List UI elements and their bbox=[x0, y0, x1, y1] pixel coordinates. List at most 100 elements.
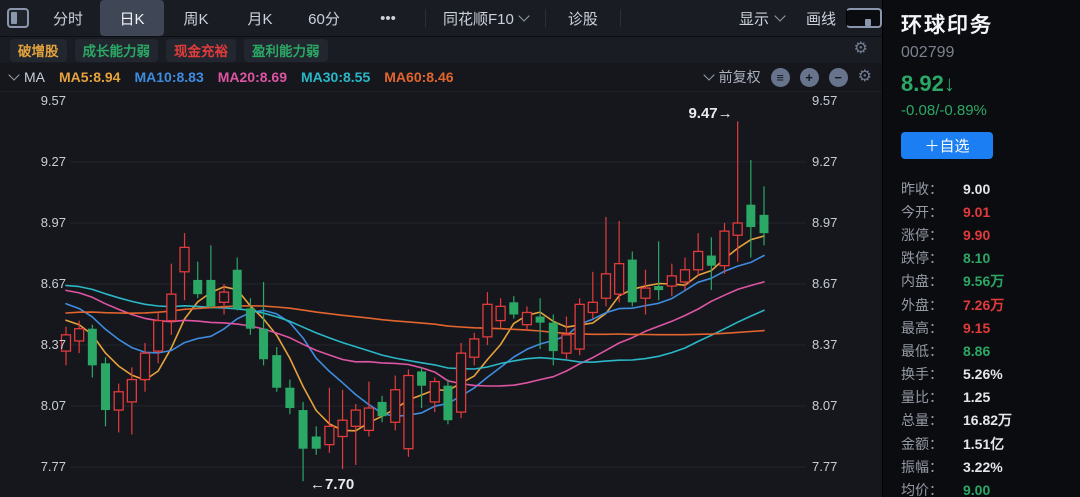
stat-row: 换手： 5.26% bbox=[901, 363, 1080, 386]
panel-collapse-right-icon[interactable] bbox=[846, 8, 882, 28]
price-annotation-1: ←7.70 bbox=[310, 476, 355, 494]
panel-icon-bar bbox=[11, 12, 17, 24]
separator bbox=[425, 9, 426, 27]
stat-value: 9.00 bbox=[963, 482, 991, 497]
ma-item-2: MA20:8.69 bbox=[217, 69, 287, 85]
stat-value: 9.01 bbox=[963, 203, 991, 220]
stat-value: 8.86 bbox=[963, 342, 991, 359]
action-0[interactable]: 显示 bbox=[738, 8, 786, 29]
zoom-out-button[interactable]: − bbox=[828, 67, 848, 87]
stat-label: 内盘： bbox=[901, 273, 943, 290]
adjust-mode-label: 前复权 bbox=[718, 69, 761, 85]
stat-row: 内盘： 9.56万 bbox=[901, 270, 1080, 293]
stat-label: 金额： bbox=[901, 435, 943, 452]
stat-row: 今开： 9.01 bbox=[901, 200, 1080, 223]
tab-6[interactable]: 同花顺F10 bbox=[431, 0, 540, 36]
stat-label: 量比： bbox=[901, 389, 943, 406]
kline-chart-svg[interactable] bbox=[0, 91, 882, 497]
tag-0[interactable]: 破增股 bbox=[10, 38, 67, 62]
stat-label: 最低： bbox=[901, 342, 943, 359]
chevron-down-icon bbox=[774, 10, 786, 22]
chart-settings-gear-icon[interactable]: ⚙ bbox=[857, 68, 872, 85]
quote-panel: 环球印务 002799 8.92↓ -0.08/-0.89% ＋自选 昨收： 9.… bbox=[882, 0, 1080, 497]
add-watchlist-button[interactable]: ＋自选 bbox=[901, 132, 993, 159]
tab-2[interactable]: 周K bbox=[164, 0, 228, 36]
ma-group-toggle[interactable]: MA bbox=[8, 69, 45, 85]
stat-label: 今开： bbox=[901, 203, 943, 220]
topbar-actions: 显示 画线 bbox=[739, 8, 836, 29]
ma-item-0: MA5:8.94 bbox=[59, 69, 121, 85]
stat-value: 8.10 bbox=[963, 250, 991, 267]
axis-tick-l: 9.27 bbox=[40, 154, 66, 169]
stat-value: 3.22% bbox=[963, 458, 1003, 475]
axis-tick-l: 8.67 bbox=[40, 276, 66, 291]
panel-icon-bar bbox=[865, 19, 871, 26]
axis-tick-r: 8.37 bbox=[812, 337, 838, 352]
stat-row: 跌停： 8.10 bbox=[901, 247, 1080, 270]
adjust-mode-dropdown[interactable]: 前复权 bbox=[702, 67, 761, 87]
tagbar-gear-icon[interactable]: ⚙ bbox=[853, 40, 868, 57]
stat-label: 涨停： bbox=[901, 226, 943, 243]
panel-collapse-left-icon[interactable] bbox=[7, 8, 29, 28]
tab-1[interactable]: 日K bbox=[100, 0, 164, 36]
topbar: 分时 日K 周K 月K 60分 ••• 同花顺F10 诊股 显示 画线 bbox=[0, 0, 882, 37]
stat-label: 昨收： bbox=[901, 180, 943, 197]
ma-item-3: MA30:8.55 bbox=[301, 69, 371, 85]
axis-tick-r: 9.27 bbox=[812, 154, 838, 169]
chevron-down-icon bbox=[702, 69, 715, 81]
stat-value: 1.25 bbox=[963, 389, 991, 406]
axis-tick-l: 7.77 bbox=[40, 459, 66, 474]
stat-row: 昨收： 9.00 bbox=[901, 177, 1080, 200]
tab-label: 分时 bbox=[52, 10, 83, 28]
axis-tick-r: 9.57 bbox=[812, 93, 838, 108]
tab-label: 周K bbox=[183, 10, 209, 28]
compress-view-button[interactable]: ≡ bbox=[770, 67, 790, 87]
stat-label: 总量： bbox=[901, 412, 943, 429]
tab-5[interactable]: ••• bbox=[356, 0, 420, 36]
separator bbox=[544, 9, 546, 27]
tag-2[interactable]: 现金充裕 bbox=[166, 38, 236, 62]
stat-row: 金额： 1.51亿 bbox=[901, 432, 1080, 455]
stat-row: 量比： 1.25 bbox=[901, 386, 1080, 409]
tag-3[interactable]: 盈利能力弱 bbox=[244, 38, 328, 62]
tab-4[interactable]: 60分 bbox=[292, 0, 356, 36]
action-label: 显示 bbox=[738, 10, 769, 28]
stat-label: 换手： bbox=[901, 366, 943, 383]
axis-tick-r: 8.67 bbox=[812, 276, 838, 291]
tab-label: ••• bbox=[380, 9, 396, 27]
ma-items: MA5:8.94 MA10:8.83 MA20:8.69 MA30:8.55 MA60:… bbox=[59, 69, 454, 85]
left-icon-cell bbox=[0, 8, 36, 28]
tab-3[interactable]: 月K bbox=[228, 0, 292, 36]
tab-7[interactable]: 诊股 bbox=[551, 0, 615, 36]
chart-region: MA MA5:8.94 MA10:8.83 MA20:8.69 MA30:8.55 MA… bbox=[0, 63, 882, 497]
stat-label: 均价： bbox=[901, 482, 943, 497]
stat-value: 9.00 bbox=[963, 180, 991, 197]
tag-1[interactable]: 成长能力弱 bbox=[74, 38, 158, 62]
stat-value: 1.51亿 bbox=[963, 435, 1005, 452]
price-change: -0.08/-0.89% bbox=[901, 102, 987, 119]
ma-indicator-row: MA MA5:8.94 MA10:8.83 MA20:8.69 MA30:8.55 MA… bbox=[0, 63, 882, 92]
quote-stats: 昨收： 9.00 今开： 9.01 涨停： 9.90 跌停： 8.10 内盘： 9.56万 外盘： 7… bbox=[901, 177, 1080, 497]
stock-code: 002799 bbox=[901, 44, 955, 61]
tab-label: 月K bbox=[247, 10, 273, 28]
stat-value: 9.90 bbox=[963, 226, 991, 243]
stat-row: 涨停： 9.90 bbox=[901, 223, 1080, 246]
stat-label: 跌停： bbox=[901, 250, 943, 267]
separator bbox=[619, 9, 621, 27]
axis-tick-l: 8.07 bbox=[40, 398, 66, 413]
tab-0[interactable]: 分时 bbox=[36, 0, 100, 36]
stat-label: 最高： bbox=[901, 319, 943, 336]
ma-row-right: 前复权 ≡ + − ⚙ bbox=[702, 67, 872, 87]
ma-item-4: MA60:8.46 bbox=[384, 69, 454, 85]
ma-item-1: MA10:8.83 bbox=[134, 69, 204, 85]
stat-value: 16.82万 bbox=[963, 412, 1013, 429]
stat-label: 外盘： bbox=[901, 296, 943, 313]
topbar-tabs: 分时 日K 周K 月K 60分 ••• 同花顺F10 诊股 bbox=[36, 0, 626, 36]
axis-tick-l: 9.57 bbox=[40, 93, 66, 108]
stat-value: 5.26% bbox=[963, 366, 1003, 383]
zoom-in-button[interactable]: + bbox=[799, 67, 819, 87]
action-1[interactable]: 画线 bbox=[806, 8, 836, 29]
chevron-down-icon bbox=[8, 69, 20, 81]
price-value: 8.92 bbox=[901, 71, 944, 96]
